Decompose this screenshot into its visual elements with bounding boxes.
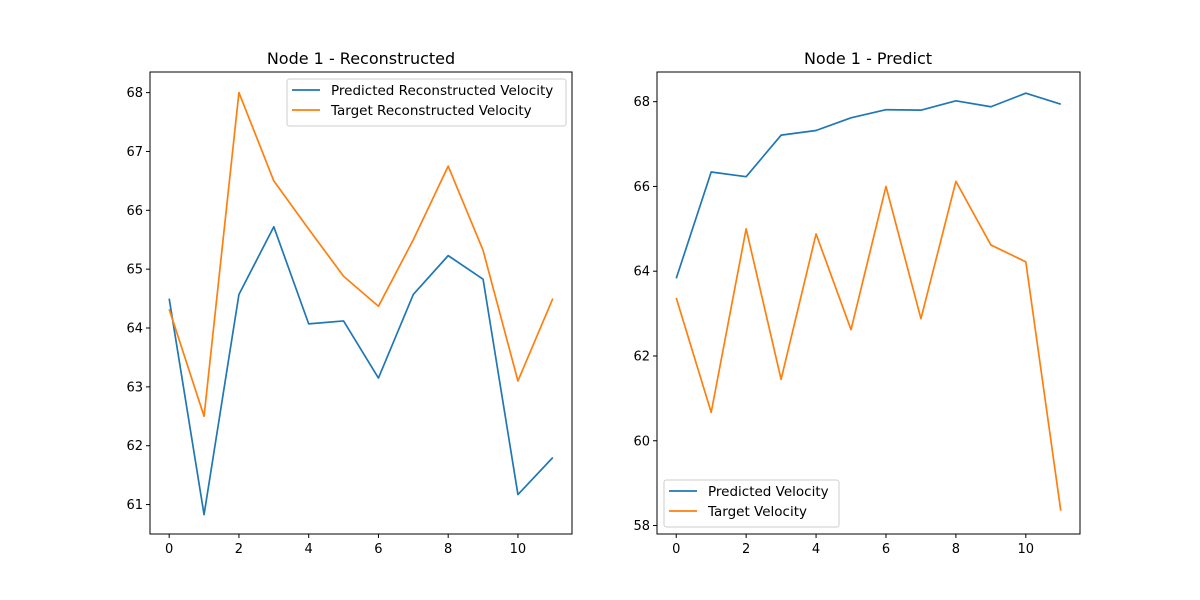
x-tick-label: 0 bbox=[672, 542, 680, 557]
series-line-1 bbox=[675, 92, 1062, 279]
legend-label: Target Reconstructed Velocity bbox=[330, 103, 532, 119]
chart-title: Node 1 - Reconstructed bbox=[267, 49, 455, 68]
x-tick-label: 10 bbox=[510, 542, 527, 557]
legend: Predicted Reconstructed Velocity Target R… bbox=[286, 78, 567, 127]
x-axis: 0 2 4 6 8 10 bbox=[165, 534, 526, 557]
legend-label: Predicted Velocity bbox=[708, 484, 829, 500]
series-line-2 bbox=[675, 180, 1062, 511]
y-tick-label: 65 bbox=[126, 263, 143, 278]
y-tick-label: 68 bbox=[633, 95, 650, 110]
x-axis: 0 2 4 6 8 10 bbox=[672, 534, 1034, 557]
y-tick-label: 66 bbox=[126, 204, 143, 219]
plot-frame bbox=[149, 71, 573, 535]
y-tick-label: 60 bbox=[633, 434, 650, 449]
y-tick-label: 66 bbox=[633, 180, 650, 195]
x-tick-label: 10 bbox=[1018, 542, 1035, 557]
x-tick-label: 8 bbox=[952, 542, 960, 557]
x-tick-label: 8 bbox=[444, 542, 452, 557]
series-line-2 bbox=[168, 91, 554, 418]
legend-box bbox=[286, 78, 567, 127]
y-tick-label: 64 bbox=[126, 322, 143, 337]
x-tick-label: 0 bbox=[165, 542, 173, 557]
y-tick-label: 61 bbox=[126, 498, 143, 513]
x-tick-label: 2 bbox=[235, 542, 243, 557]
x-tick-label: 4 bbox=[812, 542, 820, 557]
series-line-1 bbox=[168, 225, 554, 516]
x-tick-label: 2 bbox=[742, 542, 750, 557]
series-group bbox=[168, 91, 554, 516]
chart-title: Node 1 - Predict bbox=[804, 49, 932, 68]
y-tick-label: 62 bbox=[633, 349, 650, 364]
y-axis: 61 62 63 64 65 66 67 68 bbox=[126, 86, 150, 513]
y-tick-label: 58 bbox=[633, 519, 650, 534]
x-tick-label: 4 bbox=[305, 542, 313, 557]
legend-label: Target Velocity bbox=[707, 504, 807, 520]
series-group bbox=[675, 92, 1062, 511]
chart-node-1-reconstructed: Node 1 - Reconstructed 0 2 4 6 8 10 616263646… bbox=[126, 49, 573, 557]
y-tick-label: 63 bbox=[126, 380, 143, 395]
y-tick-label: 64 bbox=[633, 265, 650, 280]
legend-label: Predicted Reconstructed Velocity bbox=[331, 83, 553, 99]
y-tick-label: 68 bbox=[126, 86, 143, 101]
y-axis: 58 60 62 64 66 68 bbox=[633, 95, 657, 534]
y-tick-label: 67 bbox=[126, 145, 143, 160]
x-tick-label: 6 bbox=[882, 542, 890, 557]
y-tick-label: 62 bbox=[126, 439, 143, 454]
legend-box bbox=[663, 479, 840, 528]
legend: Predicted Velocity Target Velocity bbox=[663, 479, 840, 528]
x-tick-label: 6 bbox=[374, 542, 382, 557]
plot-frame bbox=[656, 71, 1081, 535]
